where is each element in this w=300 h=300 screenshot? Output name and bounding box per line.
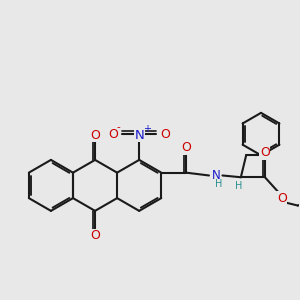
Text: N: N bbox=[134, 129, 144, 142]
Text: O: O bbox=[90, 229, 100, 242]
Text: O: O bbox=[277, 192, 287, 205]
Text: +: + bbox=[143, 124, 151, 134]
Text: O: O bbox=[160, 128, 170, 141]
Text: O: O bbox=[181, 141, 191, 154]
Text: -: - bbox=[116, 122, 120, 132]
Text: H: H bbox=[236, 181, 243, 191]
Text: O: O bbox=[260, 146, 270, 159]
Text: H: H bbox=[215, 179, 223, 189]
Text: O: O bbox=[108, 128, 118, 141]
Text: N: N bbox=[212, 169, 220, 182]
Text: O: O bbox=[90, 129, 100, 142]
